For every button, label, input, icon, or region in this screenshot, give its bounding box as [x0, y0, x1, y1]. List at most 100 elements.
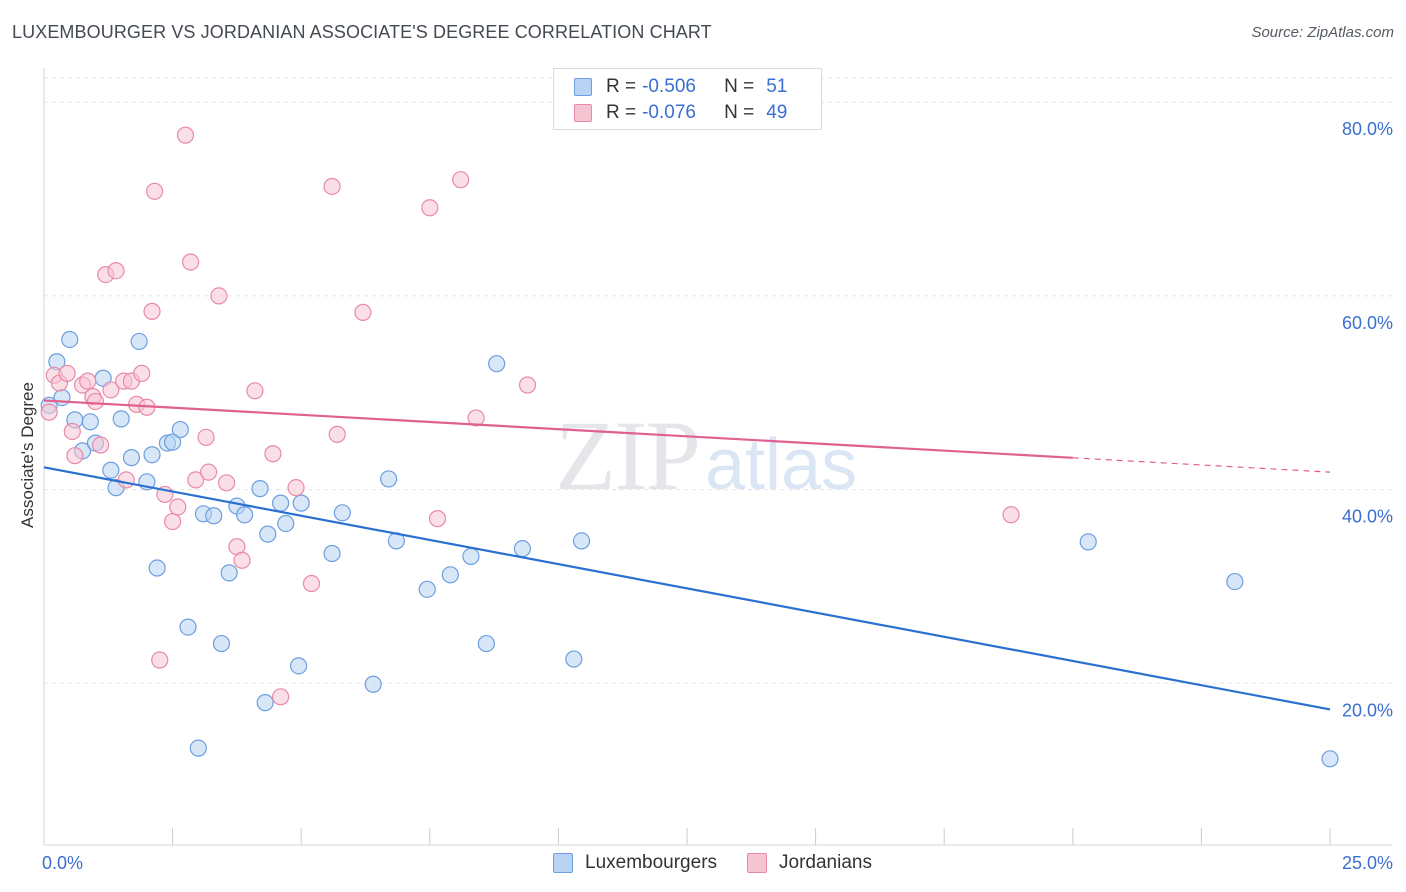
data-point[interactable] — [513, 540, 531, 558]
data-point[interactable] — [151, 651, 169, 669]
data-point[interactable] — [79, 372, 97, 390]
data-point[interactable] — [169, 498, 187, 516]
data-point[interactable] — [364, 675, 382, 693]
data-point[interactable] — [380, 470, 398, 488]
data-point[interactable] — [187, 471, 205, 489]
y-tick-label: 40.0% — [1342, 507, 1393, 527]
data-point[interactable] — [212, 634, 231, 653]
trend-line-extension — [1072, 457, 1331, 473]
data-point[interactable] — [256, 694, 274, 712]
data-point[interactable] — [290, 657, 308, 675]
stats-legend: R = -0.506 N = 51 R = -0.076 N = 49 — [553, 68, 822, 130]
axes — [43, 68, 1392, 846]
data-point[interactable] — [220, 564, 238, 582]
data-point[interactable] — [264, 445, 282, 463]
legend-n-label: N = — [724, 76, 755, 97]
legend-label: Luxembourgers — [585, 852, 718, 873]
data-point[interactable] — [40, 403, 58, 421]
data-point[interactable] — [130, 332, 148, 351]
trend-line — [43, 466, 1331, 711]
data-point[interactable] — [63, 422, 81, 441]
data-point[interactable] — [418, 580, 436, 598]
data-point[interactable] — [421, 199, 439, 217]
data-point[interactable] — [205, 507, 223, 525]
legend-r-label: R = — [606, 76, 637, 97]
data-point[interactable] — [86, 392, 105, 411]
data-point[interactable] — [143, 302, 161, 320]
data-point[interactable] — [218, 474, 236, 492]
data-point[interactable] — [164, 433, 182, 451]
legend-row-jordanians: R = -0.076 N = 49 — [574, 100, 787, 126]
data-point[interactable] — [1079, 533, 1097, 551]
data-point[interactable] — [272, 688, 290, 706]
data-point[interactable] — [117, 471, 135, 489]
legend-swatch-blue — [574, 78, 592, 96]
data-point[interactable] — [58, 364, 76, 382]
grid-lines — [44, 77, 1392, 684]
data-point[interactable] — [66, 447, 84, 465]
data-point[interactable] — [354, 303, 372, 321]
data-point[interactable] — [164, 512, 182, 531]
chart-title: LUXEMBOURGER VS JORDANIAN ASSOCIATE'S DE… — [12, 22, 712, 42]
data-point[interactable] — [102, 461, 120, 479]
data-point[interactable] — [328, 425, 346, 443]
data-point[interactable] — [323, 177, 341, 196]
legend-n-label: N = — [724, 102, 755, 123]
data-point[interactable] — [179, 618, 197, 636]
data-point[interactable] — [102, 381, 120, 399]
data-point[interactable] — [323, 544, 341, 563]
data-point[interactable] — [176, 126, 195, 144]
data-point[interactable] — [210, 287, 228, 305]
data-point[interactable] — [133, 364, 151, 382]
data-point[interactable] — [197, 428, 215, 446]
data-point[interactable] — [112, 410, 130, 428]
data-point[interactable] — [148, 559, 166, 577]
legend-item-jordanians[interactable]: Jordanians — [747, 852, 872, 874]
data-point[interactable] — [518, 376, 537, 394]
data-point[interactable] — [61, 330, 79, 349]
data-point[interactable] — [565, 650, 583, 668]
y-tick-label: 20.0% — [1342, 700, 1393, 720]
data-point[interactable] — [259, 525, 277, 543]
data-point[interactable] — [81, 413, 99, 431]
x-tick-label-max: 25.0% — [1342, 853, 1393, 873]
data-point[interactable] — [1226, 572, 1244, 591]
data-point[interactable] — [246, 382, 264, 400]
data-point[interactable] — [287, 479, 305, 497]
data-point[interactable] — [462, 547, 480, 566]
data-point[interactable] — [122, 449, 141, 467]
data-point[interactable] — [145, 182, 164, 200]
data-point[interactable] — [91, 436, 110, 454]
data-point[interactable] — [333, 504, 351, 522]
data-point[interactable] — [233, 551, 251, 569]
data-point[interactable] — [441, 566, 459, 584]
data-point[interactable] — [200, 463, 218, 481]
data-point[interactable] — [488, 355, 506, 373]
data-point[interactable] — [477, 634, 495, 653]
data-point[interactable] — [236, 506, 254, 524]
jordanians-points — [40, 126, 1020, 706]
data-point[interactable] — [182, 253, 200, 271]
data-point[interactable] — [1321, 750, 1339, 768]
data-point[interactable] — [107, 262, 125, 280]
data-point[interactable] — [452, 171, 470, 189]
data-point[interactable] — [1002, 506, 1020, 524]
data-point[interactable] — [467, 409, 485, 427]
legend-r-value: -0.506 — [642, 76, 696, 97]
data-point[interactable] — [292, 494, 310, 512]
data-point[interactable] — [272, 494, 290, 512]
data-point[interactable] — [428, 510, 447, 528]
data-point[interactable] — [53, 388, 71, 407]
data-point[interactable] — [189, 739, 207, 757]
data-point[interactable] — [572, 532, 591, 550]
data-point[interactable] — [143, 446, 161, 464]
data-point[interactable] — [302, 574, 321, 593]
data-point[interactable] — [171, 420, 189, 439]
legend-item-luxembourgers[interactable]: Luxembourgers — [553, 852, 717, 874]
trend-line — [43, 399, 1073, 459]
data-point[interactable] — [251, 480, 269, 498]
luxembourgers-points — [40, 330, 1339, 768]
data-point[interactable] — [277, 514, 295, 533]
legend-row-luxembourgers: R = -0.506 N = 51 — [574, 74, 787, 100]
